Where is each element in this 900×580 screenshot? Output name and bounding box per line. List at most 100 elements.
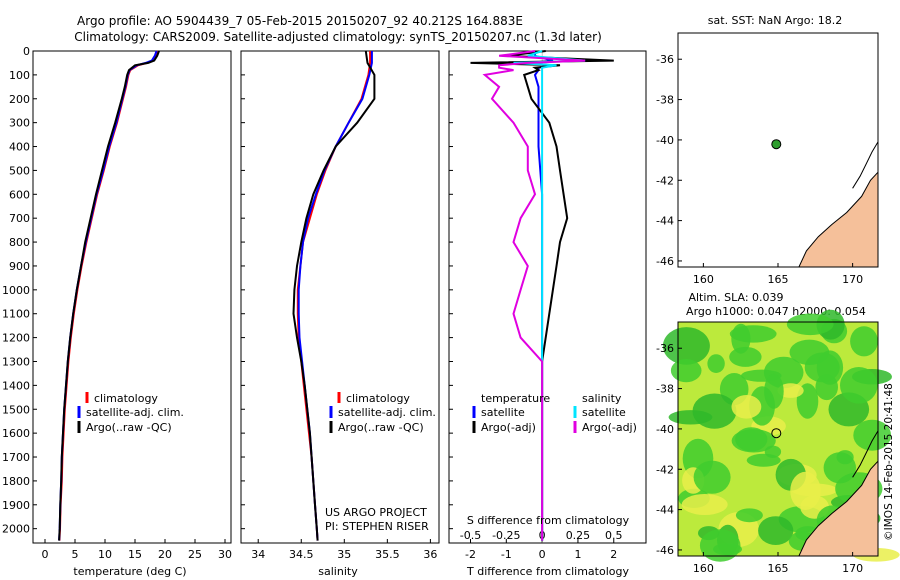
sla-map-panel — [677, 321, 879, 557]
y-tick-label: 1900 — [2, 499, 30, 512]
y-tick-label: 1200 — [2, 332, 30, 345]
sla-patch — [699, 529, 741, 562]
title-line-1: Argo profile: AO 5904439_7 05-Feb-2015 2… — [77, 14, 523, 28]
x-tick-label: 34 — [251, 548, 265, 561]
difference-legend: temperature satellite Argo(-adj) salinit… — [467, 392, 637, 527]
x-tick-label: -1 — [501, 548, 512, 561]
x-tick-label: 0 — [42, 548, 49, 561]
legend-salinity-heading: salinity — [582, 392, 622, 405]
series-line — [296, 51, 372, 541]
series-line — [58, 50, 158, 541]
y-tick-label: 400 — [9, 141, 30, 154]
y-tick-label: 1500 — [2, 403, 30, 416]
sla-patch — [840, 367, 878, 404]
x-tick-label: 30 — [218, 548, 232, 561]
sla-patch — [853, 419, 892, 451]
sla-patch — [735, 427, 768, 452]
legend-satellite-adj: satellite-adj. clim. — [86, 406, 184, 419]
legend-climatology: climatology — [94, 392, 158, 405]
legend-t-argo: Argo(-adj) — [481, 421, 536, 434]
legend-s-argo: Argo(-adj) — [582, 421, 637, 434]
series-line — [297, 51, 373, 541]
y-tick-label: -36 — [656, 342, 674, 355]
y-tick-label: -42 — [656, 174, 674, 187]
y-tick-label: 1100 — [2, 308, 30, 321]
y-tick-label: -38 — [656, 94, 674, 107]
x-tick-label: 36 — [423, 548, 437, 561]
sla-patch — [850, 326, 878, 357]
y-tick-label: 1800 — [2, 475, 30, 488]
series-line — [292, 50, 376, 541]
sla-patch — [731, 323, 751, 354]
legend-satellite-adj: satellite-adj. clim. — [338, 406, 436, 419]
x-tick-label: 2 — [610, 548, 617, 561]
x-tick-label: 170 — [842, 273, 863, 286]
sla-patch — [731, 395, 762, 419]
y-tick-label: -46 — [656, 255, 674, 268]
x-tick-label: 165 — [768, 562, 789, 575]
x-tick-label: 20 — [158, 548, 172, 561]
x-tick-label: 1 — [574, 548, 581, 561]
sla-patch — [764, 445, 782, 458]
s-difference-label: S difference from climatology — [467, 514, 630, 527]
x-tick-label: 25 — [188, 548, 202, 561]
salinity-panel — [240, 50, 440, 544]
salinity-legend: climatology satellite-adj. clim. Argo(..… — [325, 392, 436, 533]
y-tick-label: 1700 — [2, 451, 30, 464]
x-tick-label: 160 — [693, 562, 714, 575]
salinity-axis-label: salinity — [318, 565, 358, 578]
y-tick-label: 200 — [9, 93, 30, 106]
y-tick-label: -42 — [656, 463, 674, 476]
coastline — [852, 141, 879, 189]
y-tick-label: 1000 — [2, 284, 30, 297]
sla-patch — [693, 460, 731, 494]
y-tick-label: -46 — [656, 544, 674, 557]
y-tick-label: 500 — [9, 164, 30, 177]
series-line — [482, 50, 586, 541]
y-tick-label: 100 — [9, 69, 30, 82]
y-tick-label: 300 — [9, 117, 30, 130]
legend-temperature-heading: temperature — [481, 392, 550, 405]
x-tick-label-s: -0.25 — [492, 529, 520, 542]
sla-patch — [662, 327, 710, 365]
legend-argo: Argo(..raw -QC) — [338, 421, 424, 434]
legend-t-satellite: satellite — [481, 406, 525, 419]
x-tick-label: 34.5 — [289, 548, 314, 561]
t-difference-axis-label: T difference from climatology — [466, 565, 629, 578]
y-tick-label: 0 — [23, 45, 30, 58]
legend-argo: Argo(..raw -QC) — [86, 421, 172, 434]
y-tick-label: 600 — [9, 188, 30, 201]
difference-panel — [448, 50, 647, 544]
x-tick-label: 160 — [693, 273, 714, 286]
sla-patch — [692, 393, 737, 429]
sst-map-panel — [677, 32, 879, 268]
y-tick-label: -38 — [656, 383, 674, 396]
y-tick-label: 2000 — [2, 523, 30, 536]
sla-patch — [670, 359, 702, 383]
credit-pi: PI: STEPHEN RISER — [325, 520, 429, 533]
y-tick-label: 700 — [9, 212, 30, 225]
sla-patch — [777, 383, 804, 398]
sst-map-title: sat. SST: NaN Argo: 18.2 — [708, 14, 842, 27]
y-tick-label: 800 — [9, 236, 30, 249]
y-tick-label: 900 — [9, 260, 30, 273]
x-tick-label: 170 — [842, 562, 863, 575]
y-tick-label: 1400 — [2, 379, 30, 392]
title-line-2: Climatology: CARS2009. Satellite-adjuste… — [74, 30, 602, 44]
argo-marker — [771, 428, 782, 439]
temperature-panel — [32, 50, 232, 544]
y-tick-label: -40 — [656, 134, 674, 147]
argo-marker — [771, 139, 782, 150]
sla-patch — [758, 516, 794, 545]
sla-patch — [804, 352, 840, 383]
y-tick-label: 1600 — [2, 427, 30, 440]
series-line — [58, 50, 159, 541]
sla-patch — [823, 452, 856, 484]
sla-patch — [786, 313, 834, 336]
sla-patch — [707, 354, 725, 373]
series-line — [58, 50, 160, 541]
sla-map-title: Altim. SLA: 0.039 — [688, 291, 783, 304]
temperature-legend: climatology satellite-adj. clim. Argo(..… — [77, 392, 184, 434]
x-tick-label-s: 0.25 — [566, 529, 591, 542]
